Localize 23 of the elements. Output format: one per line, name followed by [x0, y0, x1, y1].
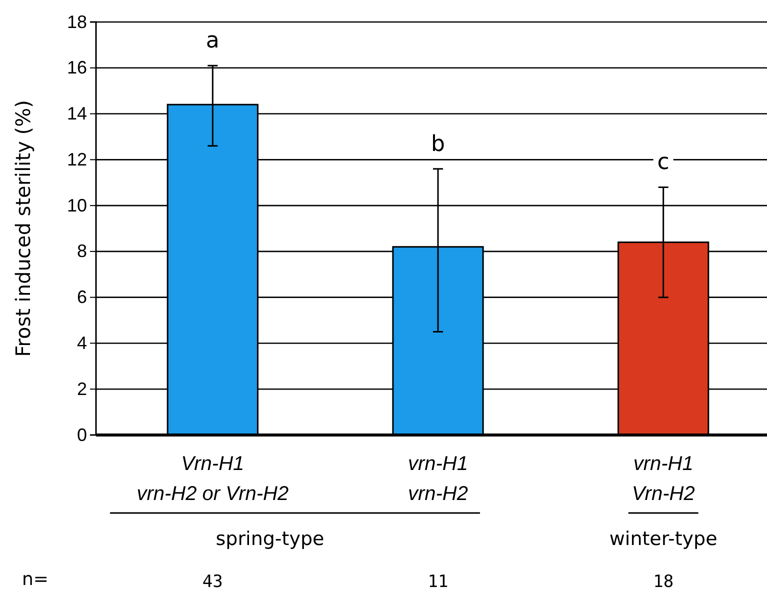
y-tick-label: 0 [76, 424, 87, 445]
x-tick-label: vrn-H1 vrn-H2 [408, 453, 468, 505]
y-tick-label: 2 [76, 378, 87, 399]
annotation: c [657, 150, 670, 176]
y-tick-label: 14 [66, 104, 87, 124]
y-tick-label: 16 [66, 58, 87, 78]
y-tick-label: 4 [76, 332, 87, 353]
annotation: a [206, 28, 220, 54]
text: spring-type [216, 528, 324, 550]
text: winter-type [609, 528, 718, 550]
y-axis-title: Frost induced sterility (%) [11, 100, 35, 357]
text: 11 [428, 572, 448, 592]
text: n= [22, 569, 48, 590]
y-tick-label: 10 [66, 195, 87, 216]
y-tick-label: 8 [76, 241, 87, 262]
y-tick-label: 12 [66, 149, 87, 170]
x-tick-label: Vrn-H1 vrn-H2 or Vrn-H2 [136, 453, 289, 505]
y-tick-label: 6 [76, 287, 87, 308]
text: 18 [653, 572, 674, 592]
annotation: b [431, 132, 445, 157]
y-tick-label: 18 [66, 12, 87, 32]
x-tick-label: vrn-H1 Vrn-H2 [632, 453, 695, 505]
text: 43 [202, 572, 223, 592]
